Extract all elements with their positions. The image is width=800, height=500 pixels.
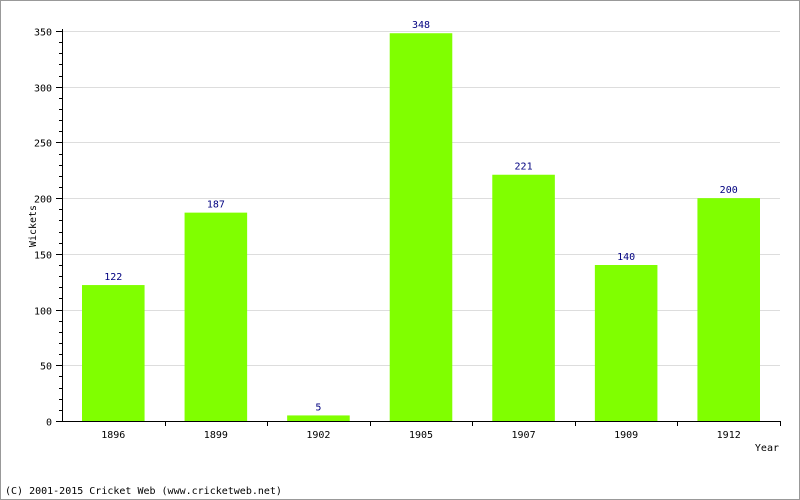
bars [82, 33, 760, 421]
bar-value-label: 348 [412, 20, 430, 31]
x-tick-label: 1907 [512, 430, 536, 441]
x-tick-label: 1896 [101, 430, 125, 441]
y-tick-label: 50 [40, 362, 52, 373]
x-tick-label: 1899 [204, 430, 228, 441]
bar [184, 212, 248, 421]
bar [492, 174, 555, 421]
x-axis-title: Year [755, 443, 779, 454]
bar-value-label: 140 [617, 252, 635, 263]
bar-value-label: 200 [720, 185, 738, 196]
bar [594, 265, 658, 421]
x-tick-label: 1905 [409, 430, 433, 441]
y-tick-label: 250 [34, 139, 52, 150]
bar-value-label: 5 [315, 402, 321, 413]
bar [82, 285, 145, 421]
x-tick-label: 1909 [614, 430, 638, 441]
y-tick-label: 300 [34, 84, 52, 95]
tick-labels: 0 50 100 150 200 250 300 350 1896 1899 1902 1905 190… [34, 28, 741, 442]
bar-value-label: 122 [104, 272, 122, 283]
y-tick-label: 100 [34, 307, 52, 318]
bar [697, 198, 760, 421]
y-tick-label: 0 [46, 418, 52, 429]
y-tick-label: 350 [34, 28, 52, 39]
y-tick-label: 150 [34, 251, 52, 262]
x-tick-label: 1912 [717, 430, 741, 441]
x-tick-label: 1902 [306, 430, 330, 441]
bar [389, 33, 453, 421]
bar-value-label: 221 [515, 162, 533, 173]
bar-value-label: 187 [207, 200, 225, 211]
y-axis-title: Wickets [28, 205, 39, 247]
bar [287, 415, 350, 421]
axes [56, 29, 781, 426]
copyright-credit: (C) 2001-2015 Cricket Web (www.cricketwe… [5, 486, 282, 497]
y-tick-label: 200 [34, 195, 52, 206]
data-labels: 122 187 5 348 221 140 200 [104, 20, 737, 413]
